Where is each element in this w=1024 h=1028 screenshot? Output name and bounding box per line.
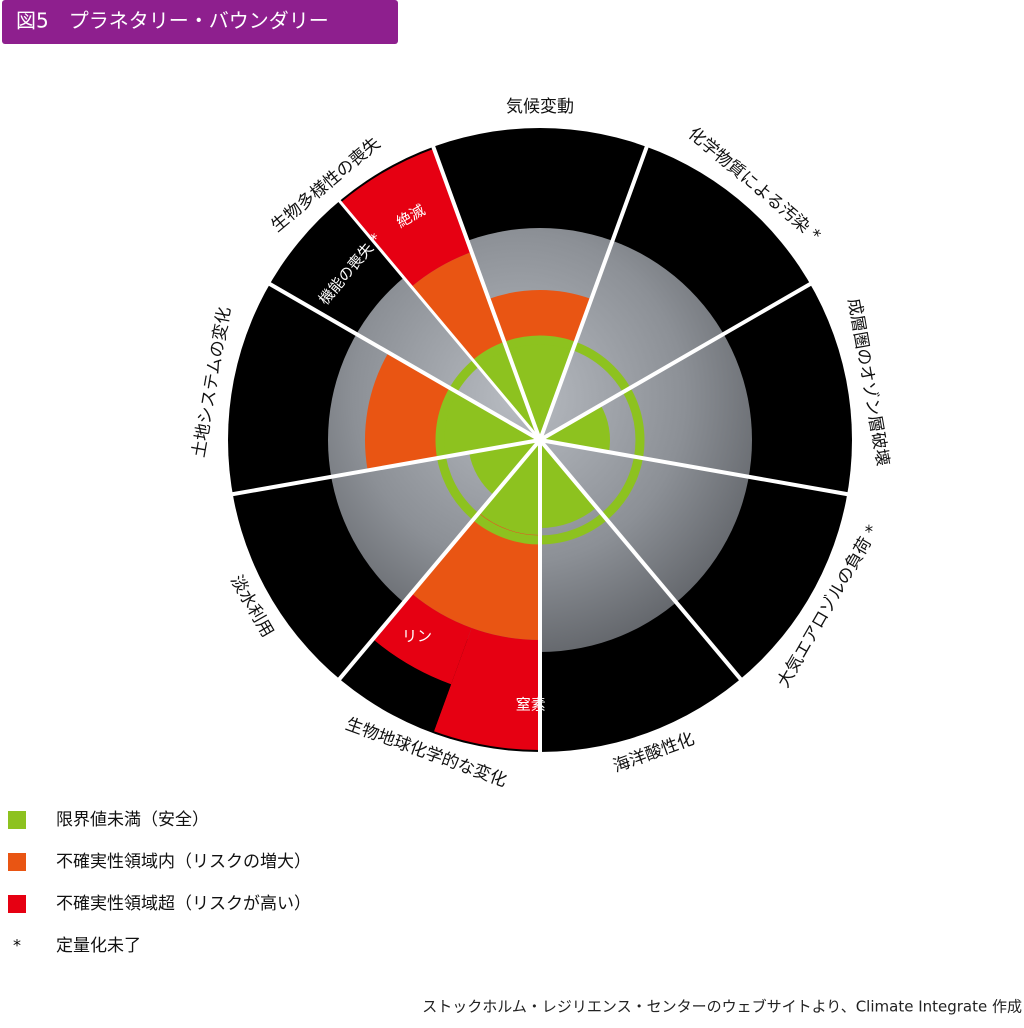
status-wedge xyxy=(488,290,592,347)
title-bar xyxy=(2,0,398,44)
legend-label: 不確実性領域超（リスクが高い） xyxy=(56,894,311,914)
legend-swatch xyxy=(8,811,26,829)
status-wedge xyxy=(433,627,540,750)
separator xyxy=(539,438,850,497)
legend-symbol: * xyxy=(13,936,21,955)
legend-swatch xyxy=(8,895,26,913)
status-wedge xyxy=(540,440,597,528)
separator xyxy=(267,281,542,442)
status-wedge xyxy=(478,440,540,535)
sub-label: 窒素 xyxy=(516,695,546,713)
boundary-label: 気候変動 xyxy=(506,97,574,117)
status-wedge xyxy=(372,593,472,685)
status-wedge xyxy=(340,148,472,287)
separator xyxy=(538,144,650,441)
legend-label: 限界値未満（安全） xyxy=(56,810,209,830)
status-wedge xyxy=(440,390,540,458)
separator xyxy=(336,438,542,682)
sub-label: リン xyxy=(402,627,432,645)
title: 図5 プラネタリー・バウンダリー xyxy=(16,9,329,33)
legend-label: 不確実性領域内（リスクの増大） xyxy=(56,852,311,872)
status-wedge xyxy=(411,512,540,640)
separator xyxy=(230,438,541,497)
legend-swatch xyxy=(8,853,26,871)
status-wedge xyxy=(340,639,452,732)
status-wedge xyxy=(475,346,540,440)
separator xyxy=(337,198,542,441)
status-wedge xyxy=(505,340,575,440)
status-wedge xyxy=(411,252,506,364)
status-wedge xyxy=(469,440,540,496)
status-wedge xyxy=(365,352,454,471)
separator xyxy=(538,438,744,682)
source: ストックホルム・レジリエンス・センターのウェブサイトより、Climate Int… xyxy=(422,998,1022,1016)
legend-label: 定量化未了 xyxy=(56,936,141,956)
separator xyxy=(539,281,813,442)
status-wedge xyxy=(540,405,610,453)
separator xyxy=(430,144,542,441)
